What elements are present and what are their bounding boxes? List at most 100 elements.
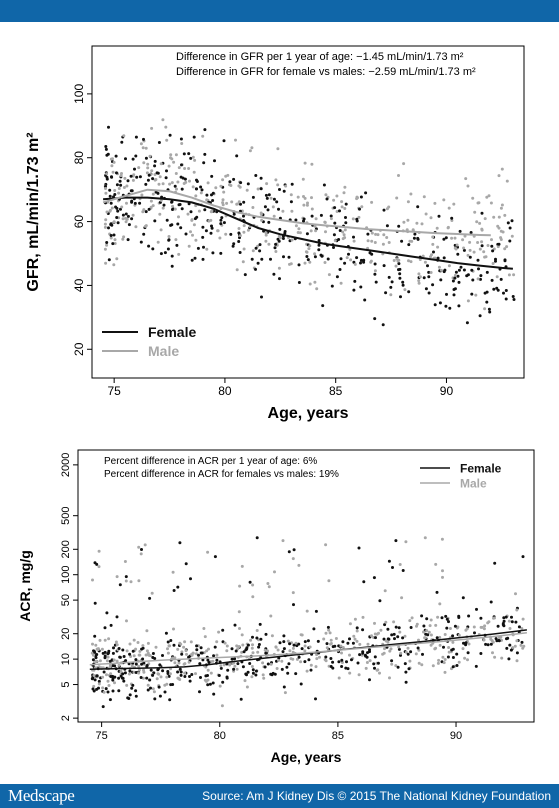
scatter-point [111,689,115,693]
scatter-point [310,214,314,218]
scatter-point [442,256,446,260]
scatter-point [176,670,180,674]
scatter-point [407,243,411,247]
scatter-point [410,239,414,243]
scatter-point [504,289,508,292]
scatter-point [314,229,318,233]
scatter-point [238,185,242,189]
scatter-point [176,585,180,589]
scatter-point [464,177,468,181]
scatter-point [287,662,291,666]
scatter-point [494,257,497,261]
scatter-point [161,118,165,122]
scatter-point [112,233,116,237]
scatter-point [272,272,276,276]
x-tick-label: 75 [96,730,108,742]
scatter-point [407,290,411,294]
scatter-point [322,637,326,641]
scatter-point [172,627,175,631]
scatter-point [140,548,143,551]
scatter-point [166,647,169,651]
scatter-point [166,247,170,251]
medscape-logo[interactable]: Medscape [8,786,75,805]
scatter-point [483,217,487,221]
scatter-point [134,694,138,698]
scatter-point [167,164,171,168]
scatter-point [93,650,97,654]
scatter-point [480,228,484,232]
scatter-point [370,239,374,243]
scatter-point [211,251,215,255]
scatter-point [187,244,191,248]
scatter-point [141,644,145,648]
scatter-point [264,239,268,243]
scatter-point [191,233,194,237]
scatter-point [470,268,474,272]
scatter-point [434,562,438,566]
scatter-point [352,235,355,239]
scatter-point [187,655,191,659]
scatter-point [324,193,328,197]
scatter-point [388,649,392,653]
scatter-point [238,584,242,588]
scatter-point [315,287,319,291]
scatter-point [194,672,197,676]
scatter-point [117,187,121,190]
scatter-point [277,266,281,270]
scatter-point [327,579,331,583]
scatter-point [215,640,219,644]
scatter-point [496,288,500,292]
scatter-point [370,200,374,204]
scatter-point [427,275,431,279]
scatter-point [170,254,174,258]
scatter-point [98,638,102,642]
scatter-point [422,276,426,280]
scatter-point [103,638,107,642]
scatter-point [265,196,269,200]
scatter-point [127,672,131,676]
scatter-point [324,543,328,547]
scatter-point [264,231,268,235]
scatter-point [151,177,155,181]
scatter-point [520,640,524,644]
scatter-point [365,661,369,664]
scatter-point [105,153,109,157]
scatter-point [458,229,462,233]
scatter-point [231,244,235,248]
scatter-point [212,692,216,696]
scatter-point [373,655,377,659]
scatter-point [339,281,343,285]
y-tick-label: 100 [72,84,86,104]
scatter-point [353,637,357,641]
scatter-point [331,660,335,664]
scatter-point [145,676,149,680]
scatter-point [241,665,245,669]
scatter-point [169,683,173,687]
scatter-point [421,254,425,258]
scatter-point [288,649,292,653]
scatter-point [394,539,398,543]
scatter-point [110,175,114,179]
scatter-point [157,141,161,144]
scatter-point [399,295,402,299]
scatter-point [501,622,505,625]
scatter-point [282,647,286,651]
scatter-point [189,577,192,581]
scatter-point [506,636,510,640]
scatter-point [404,670,408,674]
scatter-point [462,268,466,272]
scatter-point [463,656,467,660]
y-tick-label: 40 [72,278,86,292]
scatter-point [139,676,143,679]
scatter-point [126,238,130,242]
scatter-point [137,671,141,675]
scatter-point [238,251,242,254]
y-tick-label: 20 [60,628,72,640]
scatter-point [314,697,317,701]
scatter-point [193,158,197,162]
scatter-point [128,652,132,656]
scatter-point [348,637,351,641]
scatter-point [241,260,245,264]
scatter-point [344,202,348,206]
scatter-point [383,647,386,651]
